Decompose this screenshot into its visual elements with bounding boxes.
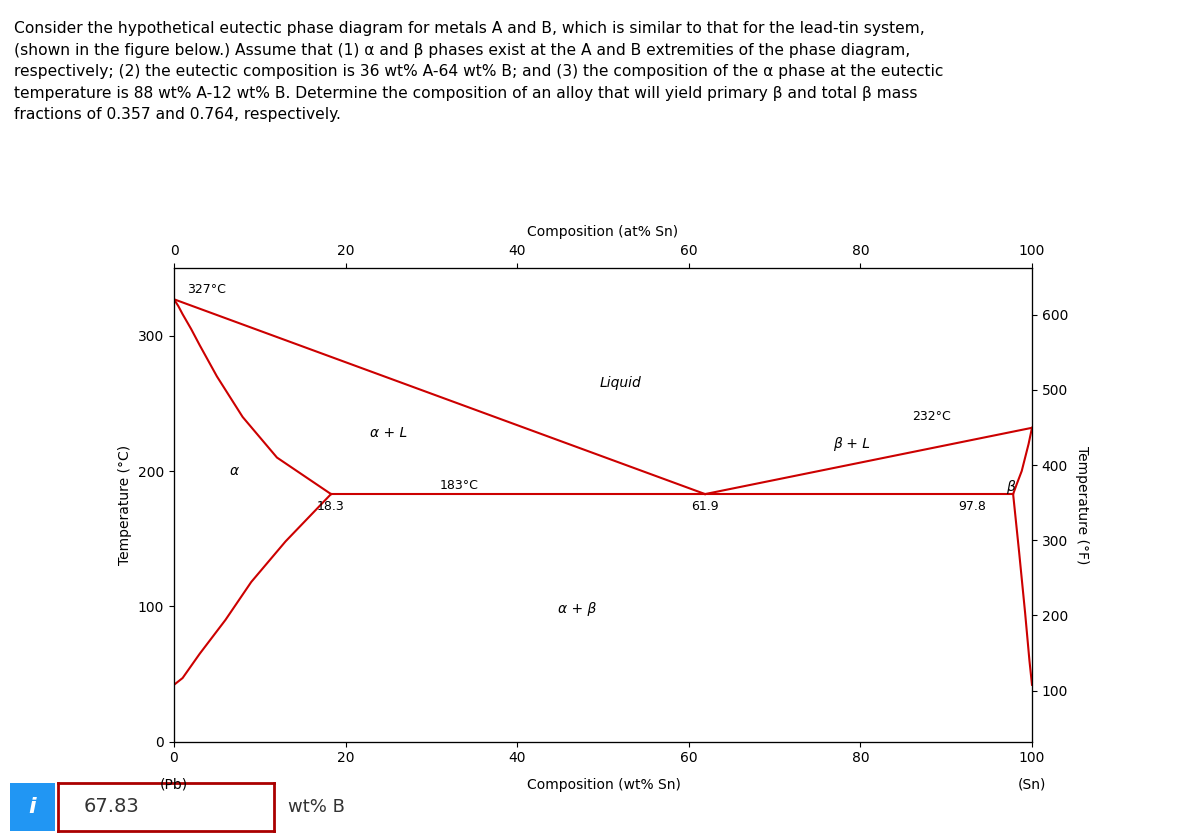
- Y-axis label: Temperature (°F): Temperature (°F): [1075, 446, 1088, 564]
- Y-axis label: Temperature (°C): Temperature (°C): [119, 445, 132, 565]
- Text: 327°C: 327°C: [187, 283, 226, 297]
- Text: wt% B: wt% B: [288, 798, 344, 816]
- Text: 61.9: 61.9: [691, 499, 719, 513]
- Text: i: i: [29, 797, 36, 817]
- Text: Composition (wt% Sn): Composition (wt% Sn): [527, 778, 680, 792]
- X-axis label: Composition (at% Sn): Composition (at% Sn): [528, 225, 678, 239]
- Text: 97.8: 97.8: [958, 499, 986, 513]
- Text: Liquid: Liquid: [599, 376, 641, 391]
- Text: (Sn): (Sn): [1018, 778, 1046, 792]
- Text: α + β: α + β: [558, 602, 596, 616]
- Text: (Pb): (Pb): [160, 778, 188, 792]
- Text: α + L: α + L: [370, 427, 407, 440]
- Text: β + L: β + L: [833, 437, 870, 451]
- Text: 183°C: 183°C: [440, 479, 479, 493]
- Text: α: α: [229, 464, 239, 478]
- Text: 67.83: 67.83: [84, 798, 139, 816]
- Text: 232°C: 232°C: [912, 411, 950, 423]
- Text: β: β: [1006, 480, 1015, 494]
- Text: 18.3: 18.3: [317, 499, 344, 513]
- Text: Consider the hypothetical eutectic phase diagram for metals A and B, which is si: Consider the hypothetical eutectic phase…: [14, 21, 943, 122]
